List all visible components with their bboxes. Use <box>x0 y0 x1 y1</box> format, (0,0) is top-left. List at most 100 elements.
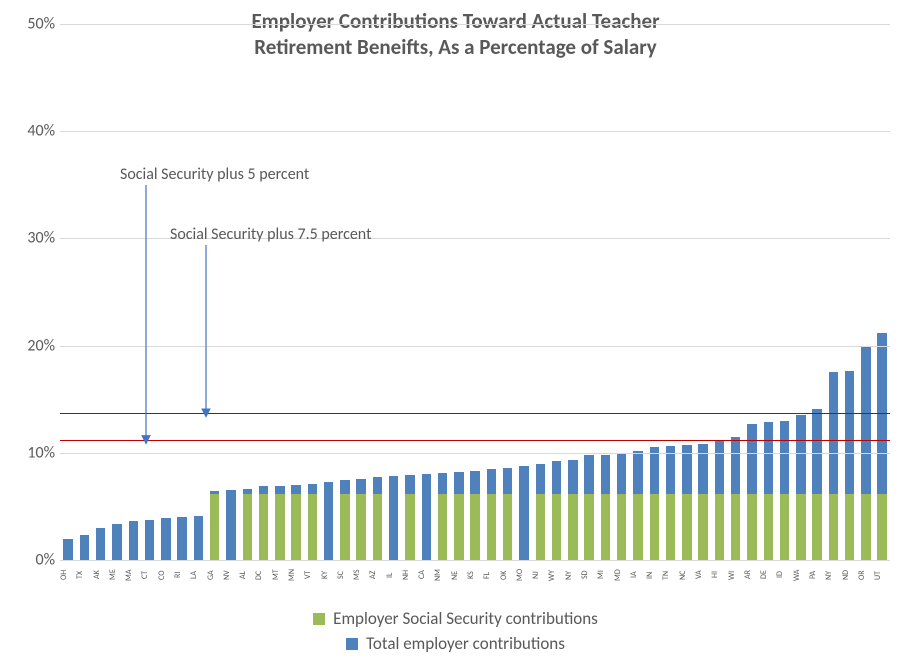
bar-group <box>288 24 304 560</box>
bar <box>194 516 203 560</box>
x-tick-label: WY <box>548 560 564 590</box>
bar-segment-social-security <box>812 494 821 560</box>
bar-group <box>223 24 239 560</box>
bar-group <box>141 24 157 560</box>
bar <box>617 454 626 560</box>
bar-segment-total <box>275 486 284 494</box>
bar-segment-total <box>633 451 642 494</box>
bar-segment-social-security <box>487 494 496 560</box>
x-tick-label: NM <box>434 560 450 590</box>
bar <box>666 446 675 560</box>
x-tick-label: DC <box>255 560 271 590</box>
x-tick-label: AL <box>239 560 255 590</box>
bar-group <box>760 24 776 560</box>
bar <box>682 445 691 560</box>
gridline <box>60 453 890 454</box>
bar <box>80 535 89 560</box>
bar <box>829 372 838 560</box>
bar <box>650 447 659 560</box>
legend-item-total: Total employer contributions <box>346 633 565 654</box>
bar <box>519 466 528 560</box>
bar-segment-social-security <box>731 494 740 560</box>
x-tick-label: DE <box>760 560 776 590</box>
x-tick-label: KS <box>467 560 483 590</box>
x-tick-label: KY <box>321 560 337 590</box>
bar-group <box>304 24 320 560</box>
bar-group <box>207 24 223 560</box>
bar <box>747 424 756 560</box>
bar-segment-social-security <box>829 494 838 560</box>
bar <box>405 475 414 560</box>
bar-group <box>662 24 678 560</box>
bar-segment-total <box>145 520 154 560</box>
bar <box>356 479 365 560</box>
bar-group <box>776 24 792 560</box>
bar-group <box>174 24 190 560</box>
bar <box>601 455 610 560</box>
bar-group <box>60 24 76 560</box>
bar <box>584 455 593 560</box>
bar-segment-social-security <box>454 494 463 560</box>
bar-group <box>272 24 288 560</box>
bar-segment-social-security <box>861 494 870 560</box>
bar-segment-total <box>796 415 805 493</box>
bar-group <box>418 24 434 560</box>
bar-segment-social-security <box>568 494 577 560</box>
bar-segment-social-security <box>243 494 252 560</box>
bar-segment-social-security <box>682 494 691 560</box>
bar-segment-social-security <box>503 494 512 560</box>
bar-segment-social-security <box>340 494 349 560</box>
bar-segment-total <box>584 455 593 494</box>
bar <box>210 491 219 560</box>
bar-segment-total <box>356 479 365 494</box>
bar-segment-social-security <box>275 494 284 560</box>
bar <box>422 474 431 560</box>
annotation-arrow-ss75 <box>205 245 207 419</box>
bar-segment-total <box>405 475 414 493</box>
bar-segment-total <box>194 516 203 560</box>
bar-group <box>565 24 581 560</box>
bar-segment-total <box>80 535 89 560</box>
bar <box>129 521 138 560</box>
y-tick-label: 10% <box>5 443 55 462</box>
bar-group <box>532 24 548 560</box>
bar <box>177 517 186 560</box>
bar-segment-total <box>470 471 479 494</box>
bar-segment-social-security <box>698 494 707 560</box>
bar-segment-total <box>601 455 610 494</box>
x-tick-label: MT <box>272 560 288 590</box>
bar-group <box>842 24 858 560</box>
bar-segment-total <box>845 371 854 493</box>
bar-segment-social-security <box>764 494 773 560</box>
y-tick-label: 30% <box>5 229 55 248</box>
x-tick-label: MN <box>288 560 304 590</box>
gridline <box>60 346 890 347</box>
bar-group <box>255 24 271 560</box>
bar-segment-social-security <box>666 494 675 560</box>
bar-segment-total <box>503 468 512 494</box>
x-tick-label: GA <box>207 560 223 590</box>
bar-group <box>614 24 630 560</box>
legend: Employer Social Security contributions T… <box>0 606 911 656</box>
x-tick-label: AK <box>93 560 109 590</box>
bar-segment-social-security <box>308 494 317 560</box>
bar-segment-social-security <box>438 494 447 560</box>
x-tick-label: OR <box>858 560 874 590</box>
bar <box>454 472 463 560</box>
bar-segment-total <box>63 539 72 560</box>
bar <box>373 477 382 560</box>
bar <box>63 539 72 560</box>
bar <box>698 444 707 560</box>
bar-segment-social-security <box>470 494 479 560</box>
bar-segment-social-security <box>747 494 756 560</box>
bar <box>470 471 479 560</box>
bar-segment-total <box>129 521 138 560</box>
x-tick-label: OH <box>60 560 76 590</box>
x-tick-label: ND <box>842 560 858 590</box>
bar-group <box>809 24 825 560</box>
x-tick-label: WA <box>793 560 809 590</box>
x-tick-label: TX <box>76 560 92 590</box>
bar-segment-total <box>812 409 821 494</box>
x-tick-label: IL <box>386 560 402 590</box>
bar-segment-social-security <box>715 494 724 560</box>
